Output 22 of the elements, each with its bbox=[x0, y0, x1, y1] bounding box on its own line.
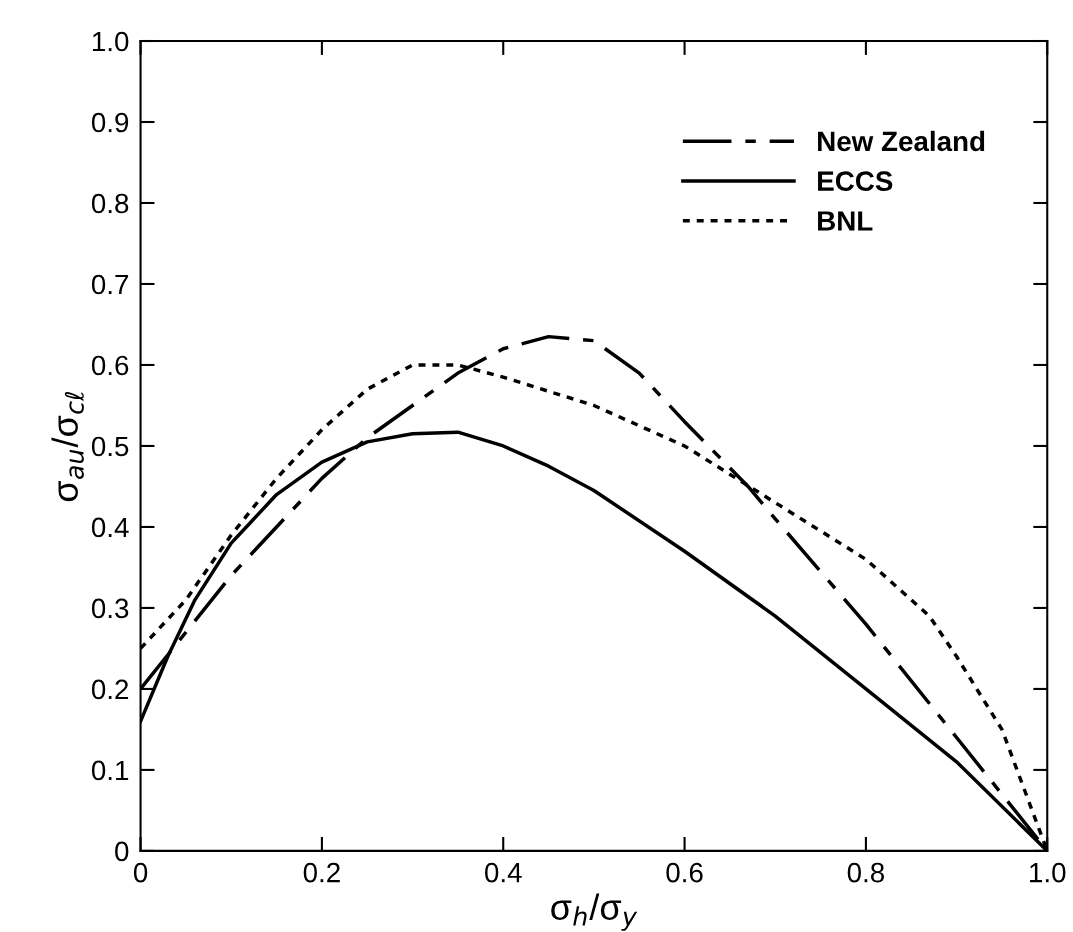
legend-label: New Zealand bbox=[818, 130, 985, 152]
y-tick-label: 0.2 bbox=[91, 679, 129, 700]
y-tick-label: 0.9 bbox=[91, 112, 129, 133]
legend-label: ECCS bbox=[818, 171, 893, 191]
x-tick-label: 0.2 bbox=[303, 862, 340, 883]
x-axis-title: σ$_{h}$/σ$_{y}$ bbox=[551, 893, 638, 931]
y-tick-label: 0.6 bbox=[91, 355, 129, 376]
x-tick-label: 0.6 bbox=[666, 862, 703, 883]
x-tick-label: 1.0 bbox=[1030, 862, 1066, 883]
y-axis-title: σ$_{au}$/σ$_{cℓ}$ bbox=[51, 392, 84, 502]
y-tick-label: 0.5 bbox=[91, 436, 129, 457]
y-tick-label: 0.4 bbox=[91, 517, 129, 538]
x-tick-label: 0.4 bbox=[485, 862, 522, 883]
y-tick-label: 0 bbox=[115, 841, 129, 862]
y-tick-label: 0.7 bbox=[91, 274, 129, 295]
x-tick-label: 0.8 bbox=[847, 862, 885, 883]
y-tick-label: 0.3 bbox=[91, 598, 129, 619]
x-tick-label: 0 bbox=[133, 862, 148, 883]
y-tick-label: 0.8 bbox=[91, 193, 129, 214]
y-tick-label: 1.0 bbox=[92, 31, 129, 52]
y-tick-label: 0.1 bbox=[91, 760, 129, 781]
legend-label: BNL bbox=[818, 211, 873, 231]
